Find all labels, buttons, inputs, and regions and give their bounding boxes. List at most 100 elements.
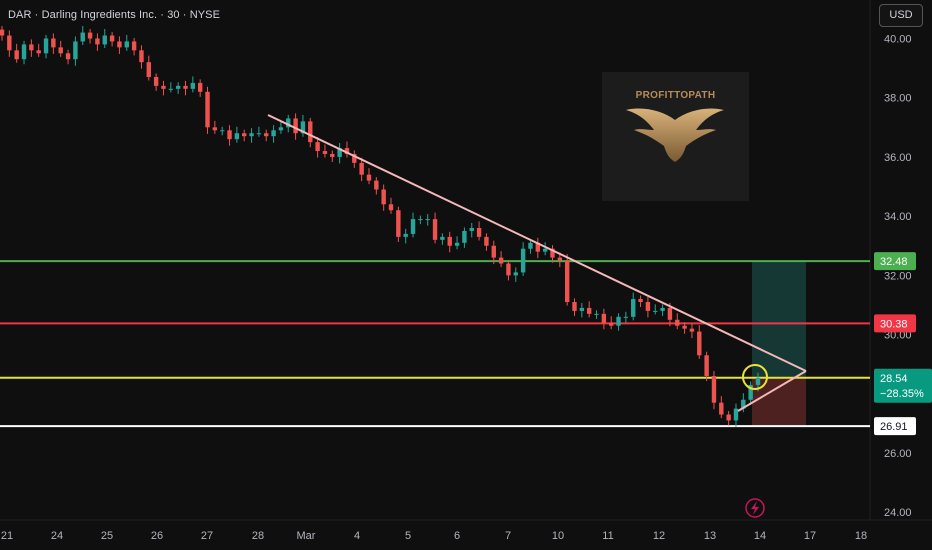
highlight-circle[interactable] bbox=[742, 364, 768, 390]
candle-body bbox=[153, 76, 159, 86]
profittopath-watermark: PROFITTOPATH bbox=[602, 72, 749, 201]
candle-body bbox=[491, 245, 496, 258]
candle-body bbox=[476, 227, 482, 237]
candle-body bbox=[704, 355, 709, 377]
support-price-label-bg bbox=[874, 417, 916, 436]
candle-body bbox=[256, 133, 262, 135]
candle-body bbox=[741, 399, 746, 409]
candle-body bbox=[586, 307, 592, 314]
current-price-label: 28.54 bbox=[880, 373, 908, 385]
candle-body bbox=[682, 325, 687, 329]
lightning-icon[interactable] bbox=[745, 498, 765, 518]
triangle-lower-line[interactable] bbox=[737, 370, 807, 412]
position-profit-zone bbox=[752, 261, 806, 378]
candle-body bbox=[146, 62, 151, 77]
candle-body bbox=[719, 402, 724, 415]
candle-body bbox=[73, 41, 78, 60]
candle-body bbox=[410, 219, 416, 234]
candle-body bbox=[366, 174, 372, 181]
time-tick-label: 17 bbox=[804, 530, 816, 542]
candle-body bbox=[124, 41, 129, 48]
candle-body bbox=[29, 44, 34, 51]
target-price-label-bg bbox=[874, 252, 916, 271]
price-tick-label: 26.00 bbox=[884, 448, 912, 460]
candle-body bbox=[95, 38, 100, 45]
support-price-label: 26.91 bbox=[880, 421, 908, 433]
resistance-price-label-bg bbox=[874, 314, 916, 333]
candle-body bbox=[161, 85, 166, 89]
candle-body bbox=[190, 82, 196, 89]
price-tick-label: 24.00 bbox=[884, 507, 912, 519]
lightning-icon-glyph bbox=[751, 501, 759, 515]
price-tick-label: 32.00 bbox=[884, 270, 912, 282]
candle-body bbox=[14, 50, 19, 60]
candle-body bbox=[733, 408, 739, 421]
candle-body bbox=[572, 302, 577, 311]
candle-body bbox=[579, 307, 585, 311]
candle-body bbox=[388, 204, 394, 211]
candle-body bbox=[330, 153, 335, 157]
descending-trendline[interactable] bbox=[267, 114, 807, 372]
time-tick-label: 18 bbox=[855, 530, 867, 542]
candle-body bbox=[447, 236, 452, 246]
candle-body bbox=[65, 53, 71, 60]
price-tick-label: 30.00 bbox=[884, 330, 912, 342]
candle-body bbox=[7, 35, 12, 51]
time-tick-label: 11 bbox=[602, 530, 613, 542]
candle-body bbox=[594, 313, 599, 315]
resistance-price-label: 30.38 bbox=[880, 318, 908, 330]
candle-body bbox=[645, 302, 651, 311]
current-change-label: −28.35% bbox=[880, 388, 924, 400]
candle-body bbox=[689, 328, 695, 332]
candle-body bbox=[711, 376, 717, 403]
eagle-icon bbox=[626, 108, 724, 162]
price-tick-label: 34.00 bbox=[884, 211, 912, 223]
candle-body bbox=[564, 260, 570, 303]
candle-body bbox=[51, 38, 56, 48]
time-tick-label: 5 bbox=[405, 530, 411, 542]
time-tick-label: 14 bbox=[754, 530, 766, 542]
candle-body bbox=[469, 227, 474, 231]
candle-body bbox=[87, 32, 93, 39]
candle-body bbox=[432, 219, 438, 240]
candle-body bbox=[293, 118, 298, 134]
candle-body bbox=[418, 219, 423, 221]
candle-body bbox=[403, 233, 408, 237]
candle-body bbox=[308, 121, 313, 143]
currency-button[interactable]: USD bbox=[879, 4, 923, 27]
current-price-label-bg bbox=[874, 368, 932, 403]
time-tick-label: Mar bbox=[297, 530, 316, 542]
candle-body bbox=[726, 414, 731, 421]
time-tick-label: 4 bbox=[354, 530, 360, 542]
candle-body bbox=[667, 307, 673, 320]
candle-body bbox=[352, 153, 357, 163]
candle-body bbox=[542, 248, 548, 252]
candle-body bbox=[550, 248, 555, 258]
candle-body bbox=[498, 257, 504, 264]
candle-body bbox=[131, 41, 137, 51]
candle-body bbox=[513, 272, 518, 276]
candle-body bbox=[381, 189, 386, 205]
candle-body bbox=[520, 248, 526, 273]
candle-body bbox=[638, 299, 643, 303]
candle-body bbox=[337, 148, 342, 157]
candle-body bbox=[0, 29, 5, 36]
candle-body bbox=[748, 384, 753, 400]
time-tick-label: 27 bbox=[201, 530, 213, 542]
candle-body bbox=[609, 322, 614, 326]
candle-body bbox=[675, 319, 680, 326]
price-tick-label: 40.00 bbox=[884, 33, 912, 45]
candle-body bbox=[631, 299, 636, 317]
candle-body bbox=[374, 180, 379, 190]
candle-body bbox=[344, 148, 350, 154]
candle-body bbox=[623, 316, 629, 318]
candle-body bbox=[117, 41, 122, 48]
price-tick-label: 38.00 bbox=[884, 93, 912, 105]
candle-body bbox=[454, 242, 460, 246]
candle-body bbox=[102, 35, 107, 45]
candle-body bbox=[697, 331, 702, 356]
candle-body bbox=[109, 35, 115, 42]
candle-body bbox=[271, 130, 276, 137]
